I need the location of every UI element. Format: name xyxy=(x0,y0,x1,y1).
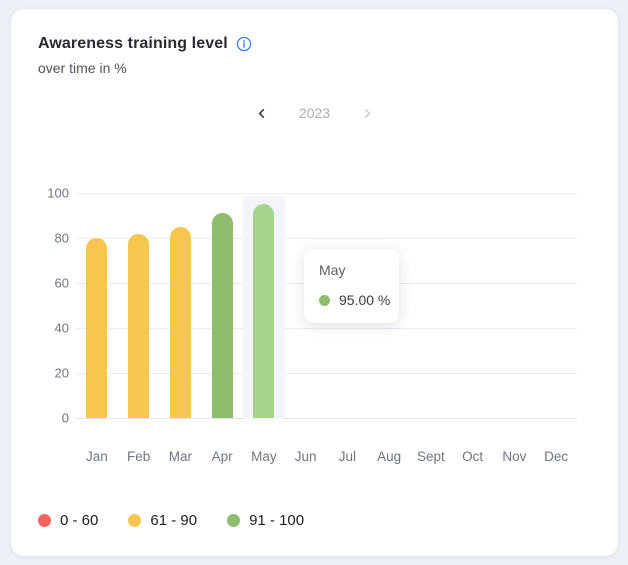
legend-dot xyxy=(38,514,51,527)
x-axis-tick-oct: Oct xyxy=(462,449,484,464)
gridline xyxy=(76,238,577,239)
bar-jan[interactable] xyxy=(86,238,108,418)
tooltip-value: 95.00 % xyxy=(339,292,391,308)
chart-tooltip: May 95.00 % xyxy=(304,249,399,323)
previous-year-button[interactable] xyxy=(254,105,270,121)
y-axis-labels: 0 20 40 60 80 100 xyxy=(11,186,69,426)
y-axis-tick: 0 xyxy=(61,410,69,426)
y-axis-tick: 40 xyxy=(54,320,69,336)
x-axis-tick-nov: Nov xyxy=(502,449,527,464)
legend-label: 61 - 90 xyxy=(150,512,198,529)
bar-mar[interactable] xyxy=(169,226,191,418)
x-axis-labels: Jan Feb Mar Apr May Jun Jul Aug Sept Oct Nov Dec xyxy=(76,449,577,467)
x-axis-tick-apr: Apr xyxy=(211,449,233,464)
gridline xyxy=(76,418,577,419)
card-header: Awareness training level over time in % xyxy=(38,35,252,76)
y-axis-tick: 60 xyxy=(54,275,69,291)
x-axis-tick-aug: Aug xyxy=(377,449,402,464)
x-axis-tick-mar: Mar xyxy=(168,449,192,464)
next-year-button[interactable] xyxy=(360,105,376,121)
x-axis-tick-sept: Sept xyxy=(416,449,445,464)
x-axis-tick-may: May xyxy=(251,449,277,464)
awareness-training-card: Awareness training level over time in % … xyxy=(10,8,619,557)
tooltip-month: May xyxy=(319,262,346,278)
bar-may[interactable] xyxy=(253,204,275,418)
year-navigator: 2023 xyxy=(11,105,618,121)
gridline xyxy=(76,193,577,194)
y-axis-tick: 80 xyxy=(54,230,69,246)
gridline xyxy=(76,373,577,374)
x-axis-tick-jun: Jun xyxy=(294,449,317,464)
legend-label: 0 - 60 xyxy=(60,512,99,529)
legend-item-0: 0 - 60 xyxy=(38,512,98,529)
legend-label: 91 - 100 xyxy=(249,512,305,529)
x-axis-tick-feb: Feb xyxy=(126,449,151,464)
tooltip-series-dot xyxy=(319,294,330,306)
chart-legend: 0 - 60 61 - 90 91 - 100 xyxy=(38,512,304,529)
plot-area xyxy=(76,193,577,419)
card-subtitle: over time in % xyxy=(38,60,127,76)
legend-item-1: 61 - 90 xyxy=(128,512,197,529)
x-axis-tick-jan: Jan xyxy=(85,449,108,464)
year-label: 2023 xyxy=(298,105,331,121)
bar-feb[interactable] xyxy=(128,233,150,418)
x-axis-tick-jul: Jul xyxy=(338,449,357,464)
info-icon[interactable] xyxy=(236,36,252,52)
bar-apr[interactable] xyxy=(211,213,233,418)
legend-dot xyxy=(128,514,142,527)
y-axis-tick: 100 xyxy=(47,185,69,201)
x-axis-tick-dec: Dec xyxy=(544,449,569,464)
gridline xyxy=(76,328,577,329)
card-title: Awareness training level xyxy=(38,35,228,52)
legend-item-2: 91 - 100 xyxy=(227,512,304,529)
legend-dot xyxy=(227,514,241,527)
y-axis-tick: 20 xyxy=(54,365,69,381)
